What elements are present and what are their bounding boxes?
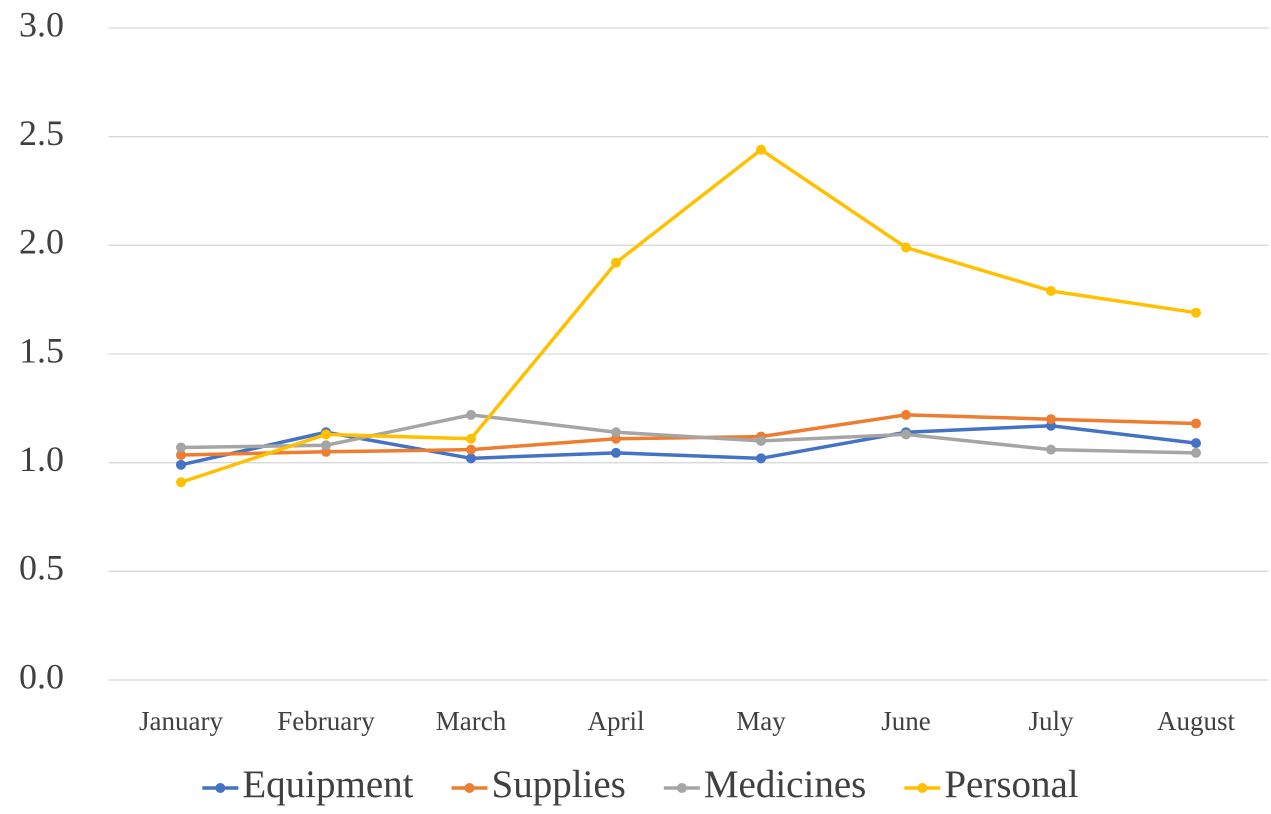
x-tick-label: February	[277, 706, 375, 736]
data-point	[1191, 447, 1201, 458]
data-point	[901, 242, 911, 253]
legend-item: Medicines	[663, 763, 866, 806]
data-point	[176, 450, 186, 461]
x-tick-label: March	[436, 706, 507, 736]
data-point	[611, 447, 621, 458]
legend-marker	[917, 783, 928, 793]
data-point	[466, 453, 476, 464]
data-point	[901, 429, 911, 440]
data-point	[1191, 307, 1201, 318]
data-point	[756, 435, 766, 446]
legend-item: Personal	[904, 763, 1079, 806]
legend-label: Medicines	[704, 763, 866, 806]
data-point	[176, 459, 186, 470]
legend-marker	[464, 783, 475, 793]
data-point	[466, 444, 476, 455]
x-tick-label: May	[736, 706, 786, 736]
data-point	[466, 409, 476, 420]
data-point	[1046, 285, 1056, 296]
x-tick-label: June	[881, 706, 931, 736]
x-tick-label: January	[139, 706, 223, 736]
x-tick-label: July	[1028, 706, 1074, 736]
data-point	[321, 440, 331, 451]
data-point	[176, 477, 186, 488]
data-point	[176, 442, 186, 453]
y-tick-label: 2.0	[19, 222, 64, 262]
data-point	[611, 427, 621, 438]
data-point	[1046, 444, 1056, 455]
y-tick-label: 2.5	[19, 113, 64, 153]
y-tick-label: 1.5	[19, 330, 64, 370]
legend-item: Supplies	[451, 763, 626, 806]
data-point	[756, 144, 766, 155]
data-point	[1191, 438, 1201, 449]
data-point	[611, 257, 621, 268]
y-tick-label: 0.0	[19, 656, 64, 696]
series-line	[180, 147, 1197, 484]
y-tick-label: 3.0	[19, 4, 64, 44]
data-point	[466, 433, 476, 444]
legend-marker	[676, 783, 687, 793]
x-tick-label: April	[588, 706, 645, 736]
legend-label: Equipment	[242, 763, 413, 806]
data-point	[1046, 414, 1056, 425]
series-line	[180, 413, 1197, 455]
y-tick-label: 1.0	[19, 439, 64, 479]
data-point	[1191, 418, 1201, 429]
data-point	[901, 409, 911, 420]
legend-marker	[215, 783, 226, 793]
x-tick-label: August	[1157, 706, 1236, 736]
legend-item: Equipment	[202, 763, 414, 806]
data-point	[321, 429, 331, 440]
legend-label: Personal	[944, 763, 1078, 806]
legend-label: Supplies	[492, 763, 626, 806]
y-tick-label: 0.5	[19, 548, 64, 588]
data-point	[756, 453, 766, 464]
